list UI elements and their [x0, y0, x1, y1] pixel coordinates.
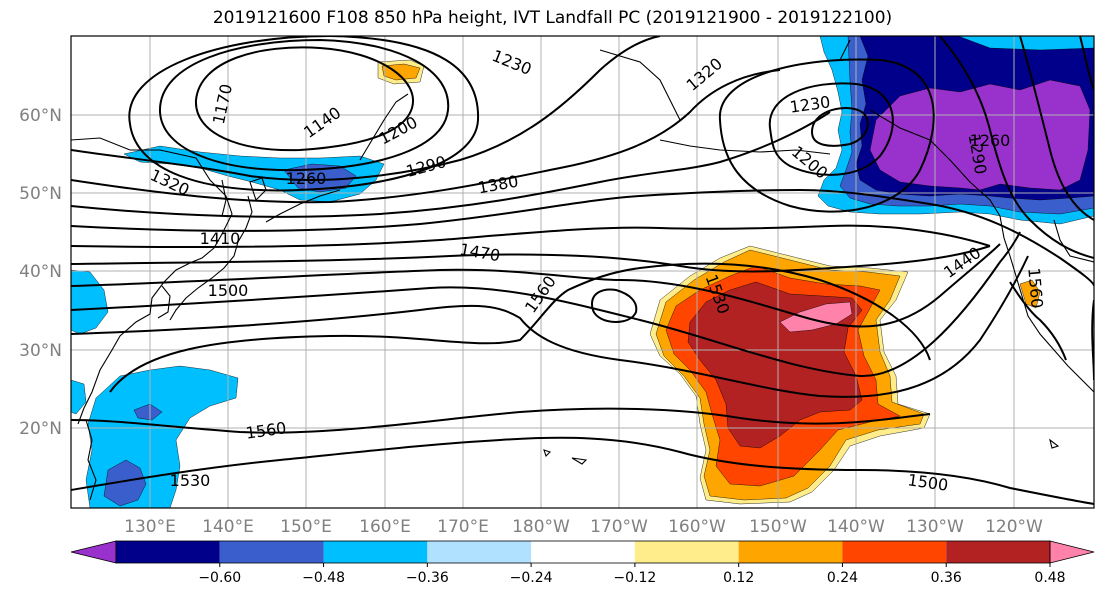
longitude-label: 150°E: [280, 517, 332, 537]
longitude-label: 130°W: [906, 517, 964, 537]
colorbar-segment: [738, 541, 843, 563]
colorbar-segment: [842, 541, 947, 563]
figure-title: 2019121600 F108 850 hPa height, IVT Land…: [212, 8, 893, 28]
latitude-labels: 60°N 50°N 40°N 30°N 20°N: [19, 106, 62, 439]
colorbar-segment: [634, 541, 739, 563]
colorbar-tick-label: −0.24: [510, 570, 553, 586]
colorbar-tick-label: −0.60: [198, 570, 241, 586]
ivt-positive-shading: [377, 59, 1041, 505]
contour-label: 1560: [1024, 267, 1046, 309]
colorbar: [70, 540, 1095, 564]
longitude-label: 170°W: [590, 517, 648, 537]
longitude-label: 170°E: [437, 517, 489, 537]
shade-sky-top-right: [957, 36, 1094, 51]
shade-blue-northwest: [283, 163, 357, 193]
latitude-label: 50°N: [19, 184, 62, 204]
colorbar-tick-label: 0.48: [1034, 570, 1065, 586]
colorbar-segment: [219, 541, 324, 563]
latitude-label: 40°N: [19, 262, 62, 282]
colorbar-tick-label: −0.12: [613, 570, 656, 586]
colorbar-tick-label: 0.24: [827, 570, 858, 586]
longitude-label: 120°W: [985, 517, 1043, 537]
shade-orange-small-east: [1019, 279, 1041, 309]
contour-label: 1260: [970, 131, 1011, 150]
colorbar-extend-low: [70, 540, 117, 564]
colorbar-segment: [531, 541, 635, 563]
colorbar-segment: [323, 541, 428, 563]
shade-blue-southwest-2: [103, 459, 147, 507]
colorbar-segment: [946, 541, 1050, 563]
contour-label: 1410: [200, 229, 241, 248]
longitude-label: 150°W: [749, 517, 807, 537]
colorbar-tick-label: −0.48: [302, 570, 345, 586]
contour-label: 1500: [208, 281, 249, 300]
longitude-label: 130°E: [124, 517, 176, 537]
latitude-label: 30°N: [19, 341, 62, 361]
latitude-label: 60°N: [19, 106, 62, 126]
longitude-label: 140°E: [202, 517, 254, 537]
longitude-label: 140°W: [827, 517, 885, 537]
longitude-labels: 130°E 140°E 150°E 160°E 170°E 180°W 170°W 160°W…: [124, 517, 1043, 537]
colorbar-tick-labels: −0.60 −0.48 −0.36 −0.24 −0.12 0.12 0.24 0.36 0.4…: [198, 563, 1066, 586]
shade-blue-southwest-1: [133, 403, 163, 421]
colorbar-tick-label: 0.12: [723, 570, 754, 586]
longitude-label: 160°E: [359, 517, 411, 537]
map-frame: [70, 35, 1095, 509]
ivt-negative-shading: [71, 36, 1094, 508]
height-contours: [71, 36, 1094, 505]
contour-label: 1530: [170, 471, 211, 490]
colorbar-segment: [427, 541, 532, 563]
longitude-label: 180°W: [512, 517, 570, 537]
shade-sky-west-2: [71, 379, 87, 415]
colorbar-tick-label: −0.36: [406, 570, 449, 586]
colorbar-tick-label: 0.36: [931, 570, 962, 586]
colorbar-extend-high: [1049, 540, 1095, 564]
longitude-label: 160°W: [668, 517, 726, 537]
contour-label: 1260: [286, 169, 327, 188]
latitude-label: 20°N: [19, 419, 62, 439]
colorbar-segment: [116, 541, 220, 563]
